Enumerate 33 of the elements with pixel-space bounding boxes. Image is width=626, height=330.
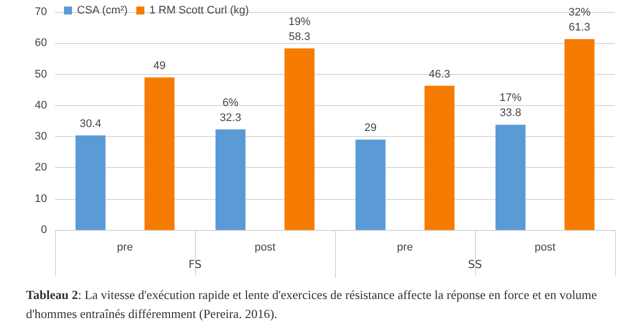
data-label: 19% 58.3 xyxy=(288,16,311,43)
bar xyxy=(144,77,174,230)
y-tick-label: 60 xyxy=(34,37,47,50)
data-label: 6% 32.3 xyxy=(220,96,242,124)
y-tick-label: 70 xyxy=(34,6,47,18)
data-label: 32% 61.3 xyxy=(568,6,591,34)
bar xyxy=(496,124,526,230)
data-label: 46.3 xyxy=(428,68,450,80)
data-label: 17% 33.8 xyxy=(499,92,522,120)
y-tick-label: 50 xyxy=(34,68,47,80)
y-tick-label: 40 xyxy=(34,99,47,112)
bar xyxy=(424,86,454,230)
bar xyxy=(356,140,386,230)
legend-label: CSA (cm²) xyxy=(77,4,128,16)
data-label: 30.4 xyxy=(80,118,102,130)
x-tick-label: post xyxy=(254,242,276,254)
bar xyxy=(564,39,594,230)
text: Tableau 2: La vitesse d'exécution rapide et lente d'exercices de résistance affecte la réponse en force et en volume d'hommes entraînés différemment (Pereira. 2016). xyxy=(26,287,598,323)
data-label: 29 xyxy=(364,122,377,134)
data-label: 49 xyxy=(153,60,166,72)
bar xyxy=(76,135,106,230)
x-tick-label: pre xyxy=(397,242,413,254)
y-tick-label: 20 xyxy=(34,162,47,174)
legend-label: 1 RM Scott Curl (kg) xyxy=(149,4,249,16)
x-tick-label: post xyxy=(534,242,556,254)
text: FS xyxy=(187,258,203,271)
bar xyxy=(216,129,246,230)
y-tick-label: 30 xyxy=(34,130,47,143)
x-tick-label: pre xyxy=(117,242,133,254)
y-tick-label: 10 xyxy=(34,192,47,205)
text: SS xyxy=(467,258,483,271)
y-tick-label: 0 xyxy=(40,224,47,236)
bar xyxy=(284,48,314,230)
